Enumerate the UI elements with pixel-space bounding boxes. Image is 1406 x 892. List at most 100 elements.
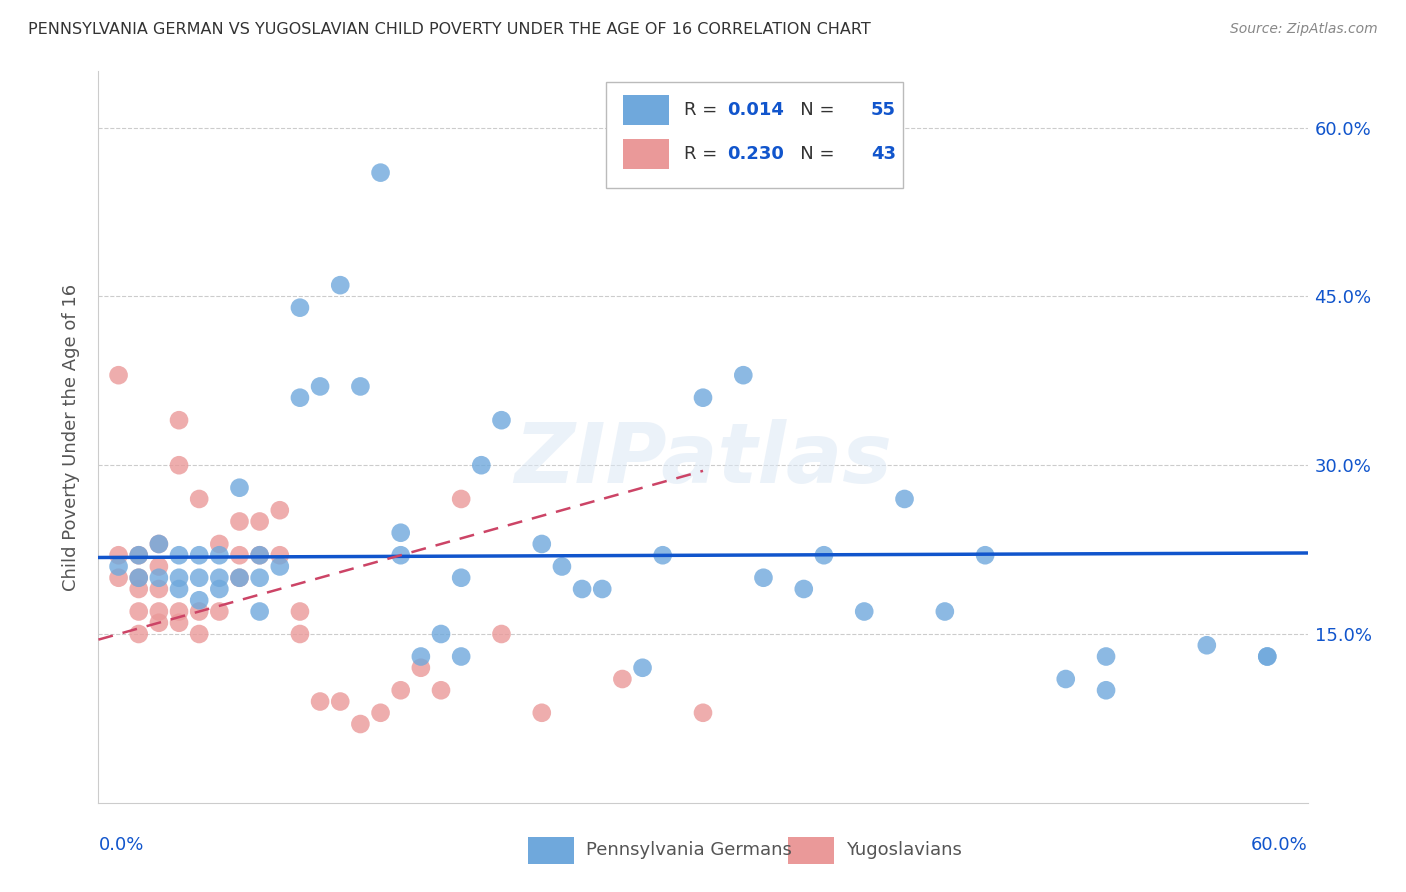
- Point: [1256, 649, 1278, 664]
- Text: ZIPatlas: ZIPatlas: [515, 418, 891, 500]
- Point: [269, 548, 291, 562]
- Point: [571, 582, 593, 596]
- Point: [309, 694, 332, 708]
- Point: [269, 559, 291, 574]
- Point: [389, 683, 412, 698]
- Point: [752, 571, 775, 585]
- Point: [1095, 683, 1118, 698]
- Point: [128, 582, 150, 596]
- Text: N =: N =: [783, 145, 839, 163]
- Point: [1256, 649, 1278, 664]
- Point: [148, 537, 170, 551]
- Text: 60.0%: 60.0%: [1251, 836, 1308, 854]
- Point: [409, 661, 432, 675]
- Point: [813, 548, 835, 562]
- Point: [349, 379, 371, 393]
- Point: [128, 627, 150, 641]
- FancyBboxPatch shape: [787, 838, 834, 863]
- Point: [128, 571, 150, 585]
- Point: [188, 548, 211, 562]
- Text: R =: R =: [683, 101, 723, 120]
- Point: [128, 605, 150, 619]
- Point: [329, 694, 352, 708]
- FancyBboxPatch shape: [606, 82, 903, 188]
- Point: [208, 537, 231, 551]
- Point: [148, 605, 170, 619]
- Point: [450, 649, 472, 664]
- Point: [188, 593, 211, 607]
- Text: 0.230: 0.230: [727, 145, 785, 163]
- Point: [167, 458, 190, 473]
- Point: [249, 605, 271, 619]
- Point: [1054, 672, 1077, 686]
- Text: 43: 43: [872, 145, 896, 163]
- Point: [249, 515, 271, 529]
- Point: [148, 559, 170, 574]
- Point: [148, 571, 170, 585]
- Point: [370, 166, 392, 180]
- Point: [974, 548, 997, 562]
- Point: [188, 491, 211, 506]
- Point: [228, 571, 250, 585]
- Point: [228, 481, 250, 495]
- Point: [631, 661, 654, 675]
- Point: [148, 582, 170, 596]
- Point: [107, 368, 129, 383]
- Point: [430, 627, 453, 641]
- Point: [208, 571, 231, 585]
- Point: [934, 605, 956, 619]
- Point: [269, 503, 291, 517]
- Point: [551, 559, 574, 574]
- Point: [893, 491, 915, 506]
- Point: [389, 525, 412, 540]
- Point: [389, 548, 412, 562]
- Point: [288, 605, 311, 619]
- Point: [309, 379, 332, 393]
- Point: [651, 548, 673, 562]
- Point: [208, 582, 231, 596]
- Point: [329, 278, 352, 293]
- Point: [370, 706, 392, 720]
- Point: [208, 548, 231, 562]
- Text: Pennsylvania Germans: Pennsylvania Germans: [586, 841, 792, 859]
- Point: [349, 717, 371, 731]
- Point: [409, 649, 432, 664]
- Point: [128, 548, 150, 562]
- Point: [288, 391, 311, 405]
- Point: [167, 615, 190, 630]
- Text: 0.0%: 0.0%: [98, 836, 143, 854]
- Point: [167, 571, 190, 585]
- Text: Yugoslavians: Yugoslavians: [845, 841, 962, 859]
- Point: [1095, 649, 1118, 664]
- Point: [167, 605, 190, 619]
- Point: [491, 413, 513, 427]
- Point: [793, 582, 815, 596]
- Point: [228, 548, 250, 562]
- Point: [530, 537, 553, 551]
- Y-axis label: Child Poverty Under the Age of 16: Child Poverty Under the Age of 16: [62, 284, 80, 591]
- Point: [692, 391, 714, 405]
- Point: [470, 458, 492, 473]
- Point: [167, 582, 190, 596]
- Point: [692, 706, 714, 720]
- Point: [612, 672, 634, 686]
- FancyBboxPatch shape: [527, 838, 574, 863]
- Point: [491, 627, 513, 641]
- Point: [188, 627, 211, 641]
- Point: [208, 605, 231, 619]
- Text: 0.014: 0.014: [727, 101, 785, 120]
- Point: [853, 605, 876, 619]
- Point: [288, 301, 311, 315]
- Point: [107, 571, 129, 585]
- Text: 55: 55: [872, 101, 896, 120]
- Point: [450, 491, 472, 506]
- Point: [148, 615, 170, 630]
- Point: [167, 548, 190, 562]
- Point: [249, 548, 271, 562]
- FancyBboxPatch shape: [623, 95, 669, 126]
- Point: [530, 706, 553, 720]
- Point: [430, 683, 453, 698]
- Text: PENNSYLVANIA GERMAN VS YUGOSLAVIAN CHILD POVERTY UNDER THE AGE OF 16 CORRELATION: PENNSYLVANIA GERMAN VS YUGOSLAVIAN CHILD…: [28, 22, 870, 37]
- FancyBboxPatch shape: [623, 138, 669, 169]
- Point: [128, 571, 150, 585]
